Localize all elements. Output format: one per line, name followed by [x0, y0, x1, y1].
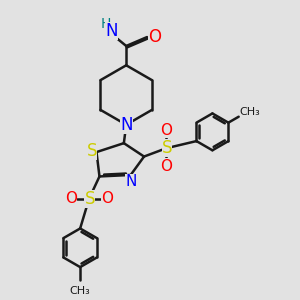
Text: O: O	[160, 123, 172, 138]
Text: S: S	[162, 139, 172, 157]
Text: N: N	[126, 174, 137, 189]
Text: H: H	[101, 17, 112, 31]
Text: CH₃: CH₃	[239, 107, 260, 117]
Text: N: N	[105, 22, 118, 40]
Text: N: N	[121, 116, 133, 134]
Text: O: O	[64, 191, 76, 206]
Text: S: S	[87, 142, 97, 160]
Text: S: S	[84, 190, 95, 208]
Text: CH₃: CH₃	[70, 286, 91, 296]
Text: O: O	[160, 158, 172, 173]
Text: O: O	[101, 191, 113, 206]
Text: O: O	[148, 28, 161, 46]
